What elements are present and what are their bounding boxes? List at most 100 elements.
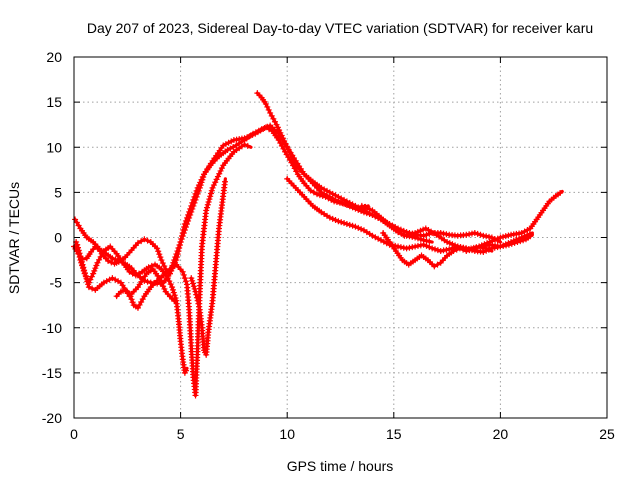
series-2-markers	[72, 122, 433, 277]
data-point	[477, 231, 484, 238]
data-point	[282, 140, 289, 147]
data-point	[264, 103, 271, 110]
data-point	[473, 244, 480, 251]
data-point	[314, 191, 321, 198]
data-series	[71, 90, 564, 399]
data-point	[335, 218, 342, 225]
data-point	[474, 230, 481, 237]
data-point	[160, 283, 167, 290]
data-point	[73, 219, 80, 226]
data-point	[188, 275, 195, 282]
data-point	[182, 278, 189, 285]
data-point	[203, 207, 210, 214]
data-point	[420, 226, 427, 233]
x-tick-label: 25	[599, 426, 615, 442]
data-point	[423, 231, 430, 238]
y-tick-label: -15	[42, 365, 62, 381]
data-point	[221, 178, 228, 185]
data-point	[129, 299, 136, 306]
data-point	[403, 245, 410, 252]
data-point	[426, 238, 433, 245]
data-point	[364, 205, 371, 212]
data-point	[341, 220, 348, 227]
data-point	[457, 244, 464, 251]
data-point	[193, 294, 200, 301]
data-point	[155, 248, 162, 255]
data-point	[395, 243, 402, 250]
data-point	[409, 244, 416, 251]
data-point	[346, 221, 353, 228]
data-point	[332, 217, 339, 224]
x-tick-label: 10	[279, 426, 295, 442]
y-tick-label: 0	[54, 230, 62, 246]
data-point	[204, 201, 211, 208]
data-point	[126, 290, 133, 297]
data-point	[273, 121, 280, 128]
data-point	[431, 263, 438, 270]
data-point	[449, 241, 456, 248]
data-point	[178, 236, 185, 243]
data-point	[521, 233, 528, 240]
data-point	[494, 235, 501, 242]
data-point	[74, 244, 81, 251]
data-point	[265, 106, 272, 113]
data-point	[414, 242, 421, 249]
data-point	[191, 199, 198, 206]
data-point	[480, 248, 487, 255]
data-point	[207, 190, 214, 197]
data-point	[349, 222, 356, 229]
data-point	[176, 245, 183, 252]
data-point	[180, 271, 187, 278]
data-point	[187, 211, 194, 218]
data-point	[502, 241, 509, 248]
data-point	[166, 278, 173, 285]
data-point	[183, 220, 190, 227]
data-point	[400, 244, 407, 251]
data-point	[209, 184, 216, 191]
data-point	[109, 255, 116, 262]
data-point	[518, 234, 525, 241]
data-point	[409, 230, 416, 237]
data-point	[194, 297, 201, 304]
data-point	[79, 261, 86, 268]
data-point	[74, 241, 81, 248]
data-point	[423, 242, 430, 249]
data-point	[426, 244, 433, 251]
data-point	[134, 239, 141, 246]
data-point	[192, 288, 199, 295]
data-point	[217, 167, 224, 174]
data-point	[462, 245, 469, 252]
data-point	[214, 173, 221, 180]
data-point	[210, 182, 217, 189]
data-point	[199, 176, 206, 183]
data-point	[228, 138, 235, 145]
data-point	[72, 216, 79, 223]
axis-ticks: 0 5 10 15 20 25 -20 -15 -10 -5 0 5 10 15 20	[42, 49, 615, 442]
data-point	[497, 243, 504, 250]
data-point	[276, 127, 283, 134]
data-point	[278, 132, 285, 139]
data-point	[485, 246, 492, 253]
data-point	[188, 208, 195, 215]
data-point	[432, 246, 439, 253]
y-tick-label: -10	[42, 320, 62, 336]
data-point	[352, 223, 359, 230]
data-point	[169, 284, 176, 291]
data-point	[443, 246, 450, 253]
data-point	[307, 187, 314, 194]
data-point	[440, 247, 447, 254]
data-point	[444, 239, 451, 246]
data-point	[283, 143, 290, 150]
data-point	[468, 245, 475, 252]
data-point	[126, 268, 133, 275]
series-3-trace	[74, 240, 189, 375]
data-point	[167, 281, 174, 288]
data-point	[261, 124, 268, 131]
data-point	[500, 233, 507, 240]
data-point	[516, 235, 523, 242]
data-point	[277, 129, 284, 136]
data-point	[195, 300, 202, 307]
data-point	[181, 226, 188, 233]
data-point	[182, 367, 189, 374]
data-point	[241, 141, 248, 148]
